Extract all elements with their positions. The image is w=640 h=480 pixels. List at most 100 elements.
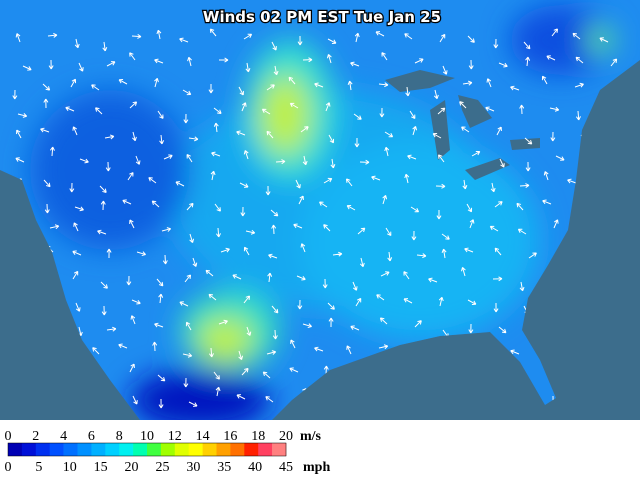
wind-arrow	[243, 246, 250, 256]
wind-arrow	[542, 199, 552, 205]
legend-swatch	[160, 443, 176, 456]
wind-arrow	[70, 78, 77, 88]
wind-arrow	[380, 271, 390, 277]
wind-arrow	[437, 107, 446, 115]
wind-arrow	[297, 299, 303, 310]
wind-arrow	[275, 159, 286, 165]
wind-arrow	[489, 225, 499, 232]
wind-arrow	[572, 32, 581, 40]
wind-arrow	[438, 154, 445, 163]
mph-label: 45	[279, 460, 293, 475]
wind-arrow	[101, 305, 107, 316]
wind-arrow	[296, 275, 306, 281]
wind-arrow	[353, 113, 362, 120]
wind-arrow	[118, 343, 128, 349]
wind-arrow	[154, 322, 164, 328]
wind-arrow	[323, 177, 333, 184]
mph-label: 40	[248, 460, 262, 475]
wind-arrow	[72, 270, 79, 280]
wind-arrow	[352, 281, 358, 291]
wind-arrow	[288, 76, 296, 85]
wind-arrow	[129, 363, 135, 373]
wind-arrow	[265, 185, 271, 196]
wind-arrow	[44, 203, 50, 214]
ms-unit: m/s	[300, 429, 322, 444]
wind-arrow	[410, 206, 420, 213]
legend-swatch	[174, 443, 189, 456]
ms-label: 14	[196, 429, 210, 444]
wind-arrow	[215, 386, 221, 397]
wind-arrow	[268, 253, 278, 259]
wind-arrow	[241, 367, 249, 376]
wind-arrow	[267, 272, 273, 283]
wind-arrow	[385, 227, 392, 237]
wind-arrow	[49, 146, 55, 157]
wind-arrow	[130, 315, 136, 325]
legend-swatch	[8, 443, 23, 456]
ms-label: 20	[279, 429, 293, 444]
mph-label: 35	[217, 460, 231, 475]
wind-arrow	[379, 317, 388, 325]
wind-arrow	[100, 281, 108, 289]
wind-arrow	[15, 33, 21, 43]
wind-arrow	[546, 55, 556, 61]
wind-arrow	[205, 269, 214, 277]
wind-arrow	[300, 126, 309, 133]
wind-arrow	[162, 254, 168, 265]
wind-arrow	[186, 202, 194, 211]
wind-arrow	[118, 79, 128, 85]
legend-swatch	[21, 443, 37, 456]
wind-arrow	[438, 296, 444, 307]
wind-arrow	[441, 248, 447, 259]
wind-arrow	[550, 131, 556, 142]
ms-label: 16	[223, 429, 237, 444]
wind-arrow	[175, 181, 185, 187]
wind-arrow	[236, 394, 246, 400]
wind-arrow	[42, 83, 51, 91]
ms-label: 10	[140, 429, 154, 444]
legend-swatch	[119, 443, 134, 456]
wind-arrow	[498, 62, 508, 68]
wind-arrow	[74, 206, 84, 212]
legend-swatch	[244, 443, 259, 456]
wind-arrow	[525, 161, 531, 172]
wind-arrow	[375, 31, 385, 37]
wind-arrow	[549, 106, 560, 112]
wind-arrow	[575, 56, 584, 64]
wind-arrow	[302, 155, 308, 166]
wind-arrow	[218, 57, 229, 63]
wind-arrow	[243, 295, 251, 304]
wind-arrow	[384, 146, 390, 157]
wind-arrow	[498, 326, 507, 334]
wind-arrow	[238, 350, 244, 360]
mph-label: 30	[186, 460, 200, 475]
wind-arrow	[567, 178, 577, 184]
wind-arrow	[183, 377, 189, 388]
wind-arrow	[157, 374, 166, 382]
wind-arrow	[245, 229, 256, 235]
legend-swatch	[216, 443, 231, 456]
wind-arrow	[404, 173, 410, 184]
wind-arrow	[433, 89, 439, 100]
color-legend: 0 2 4 6 8 10 12 14 16 18 20 0 5 10 15 20 25 30 35 40 45 m/s mp…	[5, 429, 331, 475]
wind-arrow	[243, 150, 249, 160]
wind-arrow	[213, 107, 222, 114]
wind-arrow	[126, 275, 132, 286]
wind-arrow	[289, 367, 299, 373]
wind-arrow	[241, 102, 247, 112]
wind-arrow	[100, 200, 106, 211]
wind-arrow	[610, 58, 618, 67]
wind-arrow	[214, 203, 221, 212]
mph-label: 0	[5, 460, 12, 475]
wind-arrow	[104, 134, 115, 140]
wind-arrow	[411, 230, 417, 241]
wind-arrow	[156, 278, 164, 287]
wind-arrow	[332, 251, 343, 257]
wind-arrow	[148, 177, 157, 184]
wind-arrow	[371, 175, 381, 181]
wind-arrow	[182, 89, 192, 96]
wind-arrow	[543, 171, 549, 181]
wind-arrow	[91, 84, 100, 91]
wind-arrow	[186, 154, 193, 163]
